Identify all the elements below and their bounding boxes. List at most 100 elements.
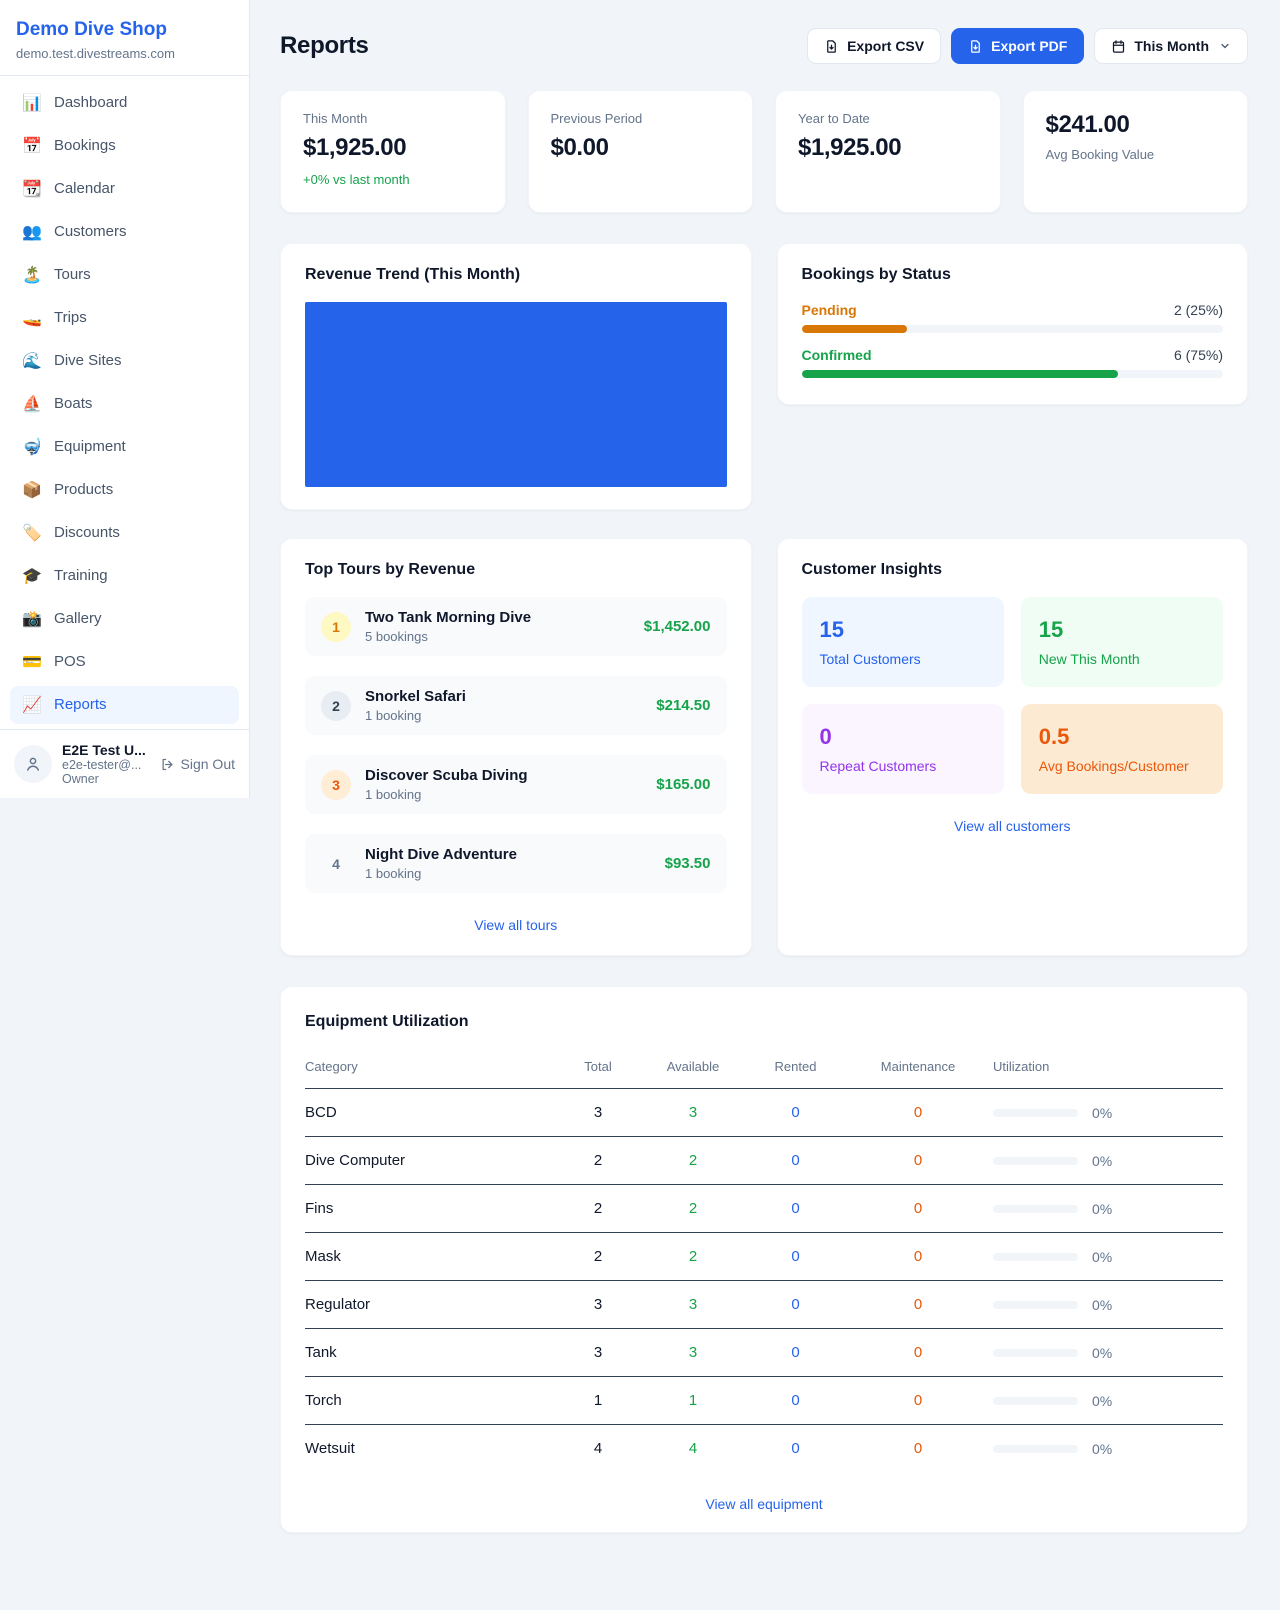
cell-rented: 0 [791, 1392, 800, 1409]
customer-insights-card: Customer Insights 15 Total Customers 15 … [776, 538, 1248, 956]
rank-badge: 1 [321, 611, 351, 642]
cell-maintenance: 0 [913, 1344, 923, 1361]
status-row-pending: Pending 2 (25%) [801, 302, 1223, 333]
package-icon: 📦 [22, 481, 42, 499]
cell-rented: 0 [791, 1200, 800, 1217]
insight-value: 15 [819, 617, 844, 642]
reports-icon: 📈 [22, 696, 42, 714]
customers-icon: 👥 [22, 223, 42, 241]
stat-card-avg-booking-value: $241.00 Avg Booking Value [1022, 90, 1248, 213]
cell-available: 4 [688, 1440, 698, 1457]
cell-rented: 0 [791, 1248, 800, 1265]
progress-track [801, 325, 1223, 333]
cell-category: Mask [305, 1248, 341, 1265]
export-pdf-label: Export PDF [991, 38, 1068, 54]
insight-label: Total Customers [819, 651, 921, 667]
sign-out-label: Sign Out [180, 756, 235, 772]
stat-delta: +0% vs last month [303, 172, 410, 187]
utilization-track [993, 1444, 1078, 1453]
stat-value: $1,925.00 [303, 134, 407, 161]
sidebar-item-tours[interactable]: 🏝️ Tours [10, 256, 239, 294]
sidebar-item-reports[interactable]: 📈 Reports [10, 685, 239, 724]
status-row-confirmed: Confirmed 6 (75%) [801, 347, 1223, 378]
sidebar-item-products[interactable]: 📦 Products [10, 471, 239, 509]
export-csv-button[interactable]: Export CSV [807, 28, 942, 64]
cell-total: 3 [593, 1296, 603, 1313]
insight-grid: 15 Total Customers 15 New This Month 0 R… [801, 597, 1223, 794]
view-all-customers-link[interactable]: View all customers [954, 818, 1071, 834]
sidebar-item-discounts[interactable]: 🏷️ Discounts [10, 514, 239, 552]
view-all-tours-link[interactable]: View all tours [474, 917, 558, 933]
diving-mask-icon: 🤿 [22, 438, 42, 456]
progress-fill [801, 370, 1118, 378]
cell-total: 2 [593, 1248, 603, 1265]
period-select[interactable]: This Month [1094, 28, 1248, 64]
cell-utilization: 0% [993, 1393, 1223, 1409]
column-header-utilization: Utilization [993, 1059, 1050, 1074]
tour-list-item[interactable]: 4 Night Dive Adventure 1 booking $93.50 [305, 834, 727, 893]
table-row: Fins 2 2 0 0 0% [305, 1185, 1223, 1233]
sidebar-item-label: Tours [54, 266, 91, 284]
utilization-label: 0% [1092, 1152, 1113, 1169]
revenue-trend-chart [305, 302, 727, 487]
page-title: Reports [280, 32, 369, 59]
equipment-table-header: Category Total Available Rented Maintena… [305, 1049, 1223, 1089]
tour-bookings: 1 booking [365, 708, 422, 723]
utilization-label: 0% [1092, 1248, 1113, 1265]
cell-total: 2 [593, 1200, 603, 1217]
shop-domain: demo.test.divestreams.com [16, 45, 175, 61]
tours-island-icon: 🏝️ [22, 266, 42, 284]
cell-rented: 0 [791, 1104, 800, 1121]
insight-tile-total-customers: 15 Total Customers [801, 597, 1004, 687]
insight-tile-repeat-customers: 0 Repeat Customers [801, 704, 1004, 794]
progress-fill [801, 325, 907, 333]
cell-maintenance: 0 [913, 1248, 923, 1265]
sidebar-item-equipment[interactable]: 🤿 Equipment [10, 428, 239, 466]
status-label: Pending [801, 302, 857, 318]
sidebar-item-customers[interactable]: 👥 Customers [10, 213, 239, 251]
status-label: Confirmed [801, 347, 872, 363]
export-pdf-button[interactable]: Export PDF [951, 28, 1085, 64]
tour-revenue: $1,452.00 [643, 618, 711, 635]
cell-utilization: 0% [993, 1201, 1223, 1217]
sign-out-button[interactable]: Sign Out [160, 756, 235, 772]
tour-bookings: 1 booking [365, 787, 422, 802]
sidebar-item-gallery[interactable]: 📸 Gallery [10, 600, 239, 638]
cell-rented: 0 [791, 1152, 800, 1169]
tour-list-item[interactable]: 2 Snorkel Safari 1 booking $214.50 [305, 676, 727, 735]
table-row: Regulator 3 3 0 0 0% [305, 1281, 1223, 1329]
tour-list-item[interactable]: 3 Discover Scuba Diving 1 booking $165.00 [305, 755, 727, 814]
cell-maintenance: 0 [913, 1392, 923, 1409]
sidebar-item-pos[interactable]: 💳 POS [10, 643, 239, 681]
sidebar-nav: 📊 Dashboard 📅 Bookings 📆 Calendar 👥 Customer… [0, 76, 249, 729]
column-header-rented: Rented [774, 1059, 817, 1074]
sidebar-item-training[interactable]: 🎓 Training [10, 557, 239, 595]
sidebar-item-label: Reports [54, 696, 107, 714]
cell-total: 3 [593, 1104, 603, 1121]
sailboat-icon: ⛵ [22, 395, 42, 413]
equipment-utilization-card: Equipment Utilization Category Total Ava… [280, 986, 1248, 1533]
sidebar-item-bookings[interactable]: 📅 Bookings [10, 127, 239, 165]
sidebar-item-boats[interactable]: ⛵ Boats [10, 385, 239, 423]
cell-total: 1 [593, 1392, 603, 1409]
sidebar-item-dive-sites[interactable]: 🌊 Dive Sites [10, 342, 239, 380]
cell-utilization: 0% [993, 1249, 1223, 1265]
tour-name: Discover Scuba Diving [365, 767, 528, 784]
sidebar-item-dashboard[interactable]: 📊 Dashboard [10, 84, 239, 122]
charts-row: Revenue Trend (This Month) Bookings by S… [280, 243, 1248, 510]
insight-label: Repeat Customers [819, 758, 937, 774]
cell-maintenance: 0 [913, 1440, 923, 1457]
insight-tile-avg-bookings: 0.5 Avg Bookings/Customer [1020, 704, 1223, 794]
stat-card-this-month: This Month $1,925.00 +0% vs last month [280, 90, 506, 213]
insight-tile-new-this-month: 15 New This Month [1020, 597, 1223, 687]
utilization-track [993, 1156, 1078, 1165]
sidebar-item-trips[interactable]: 🚤 Trips [10, 299, 239, 337]
cell-maintenance: 0 [913, 1104, 923, 1121]
view-all-equipment-link[interactable]: View all equipment [705, 1496, 823, 1512]
cell-utilization: 0% [993, 1441, 1223, 1457]
column-header-maintenance: Maintenance [880, 1059, 956, 1074]
cell-available: 3 [688, 1296, 698, 1313]
tour-list-item[interactable]: 1 Two Tank Morning Dive 5 bookings $1,452… [305, 597, 727, 656]
sidebar-item-calendar[interactable]: 📆 Calendar [10, 170, 239, 208]
cell-available: 3 [688, 1104, 698, 1121]
